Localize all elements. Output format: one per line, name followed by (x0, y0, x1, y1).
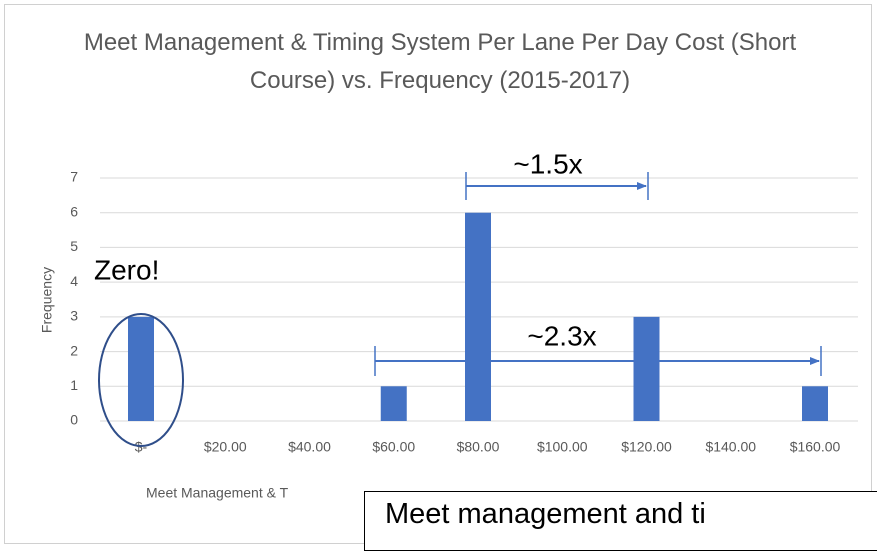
x-tick-label: $140.00 (705, 439, 756, 455)
x-axis-label: Meet Management & T (146, 485, 289, 501)
bar (380, 386, 407, 421)
annotation: ~1.5x (513, 148, 582, 179)
y-tick-label: 3 (70, 308, 78, 324)
y-tick-label: 4 (70, 273, 78, 289)
bar (128, 316, 154, 421)
annotation: Zero! (94, 254, 159, 285)
bar (465, 212, 491, 421)
annotation: ~2.3x (527, 320, 596, 351)
x-tick-label: $20.00 (204, 439, 247, 455)
x-tick-label: $160.00 (790, 439, 841, 455)
page: {"chart_data": {"type": "bar", "title": … (4, 4, 877, 551)
x-tick-label: $120.00 (621, 439, 672, 455)
y-axis-label: Frequency (39, 267, 55, 333)
highlight-ellipse (98, 313, 184, 447)
x-tick-label: $40.00 (288, 439, 331, 455)
x-tick-label: $80.00 (457, 439, 500, 455)
y-tick-label: 2 (70, 342, 78, 358)
text-box: Meet management and ti (364, 491, 877, 551)
y-tick-label: 5 (70, 238, 78, 254)
bar (802, 386, 828, 421)
y-tick-label: 1 (70, 377, 78, 393)
y-tick-label: 0 (70, 412, 78, 428)
x-tick-label: $60.00 (372, 439, 415, 455)
chart-title: Meet Management & Timing System Per Lane… (83, 29, 797, 94)
bar (633, 316, 660, 421)
y-tick-label: 6 (70, 203, 78, 219)
x-tick-label: $100.00 (537, 439, 588, 455)
y-tick-label: 7 (70, 169, 78, 185)
